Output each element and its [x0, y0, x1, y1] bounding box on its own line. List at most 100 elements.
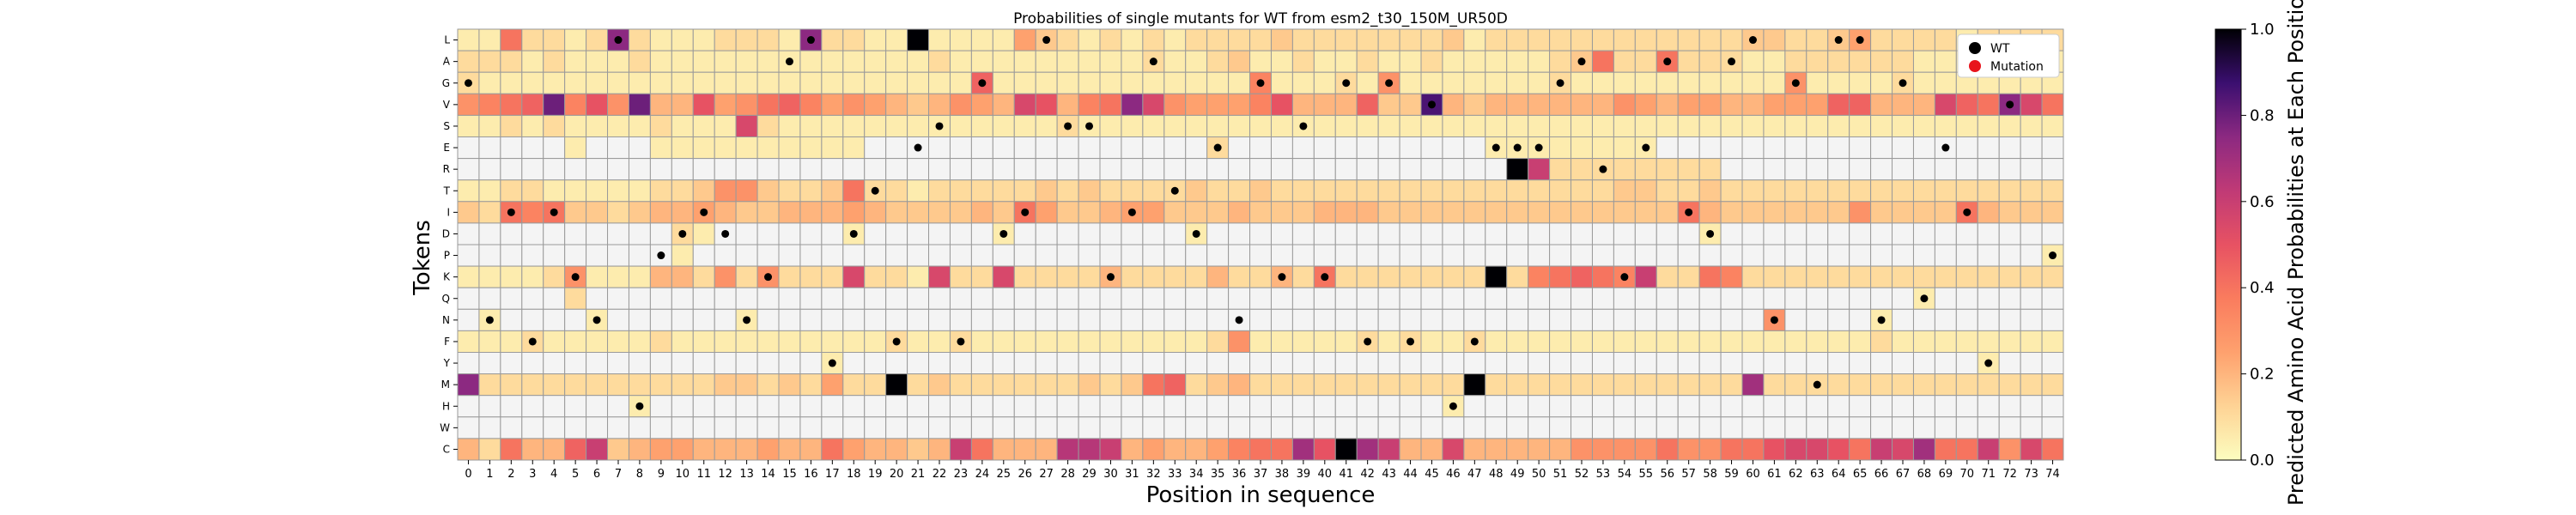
heatmap-cell — [521, 222, 544, 245]
heatmap-cell — [1506, 308, 1529, 331]
heatmap-cell — [799, 373, 823, 397]
heatmap-cell — [1634, 201, 1657, 224]
heatmap-cell — [907, 244, 930, 267]
heatmap-cell — [649, 373, 672, 397]
heatmap-cell — [1420, 222, 1443, 245]
wt-marker — [700, 208, 708, 216]
y-tick-label: W — [440, 421, 450, 433]
x-tick-label: 1 — [486, 468, 493, 481]
wt-marker — [1685, 208, 1693, 216]
heatmap-cell — [756, 287, 780, 310]
heatmap-cell — [1591, 395, 1614, 418]
heatmap-cell — [586, 136, 609, 160]
heatmap-cell — [1142, 222, 1165, 245]
heatmap-cell — [1613, 244, 1636, 267]
heatmap-cell — [1270, 395, 1293, 418]
heatmap-cell — [928, 416, 951, 439]
heatmap-cell — [628, 416, 651, 439]
heatmap-cell — [2020, 308, 2043, 331]
colorbar-tick-label: 0.4 — [2250, 279, 2275, 297]
heatmap-cell — [564, 201, 587, 224]
wt-marker — [1256, 79, 1265, 88]
x-tick-label: 50 — [1532, 468, 1546, 481]
heatmap-cell — [500, 373, 523, 397]
heatmap-cell — [521, 114, 544, 137]
heatmap-cell — [992, 330, 1015, 353]
heatmap-cell — [1056, 416, 1079, 439]
heatmap-cell — [607, 308, 629, 331]
heatmap-cell — [1870, 158, 1893, 181]
heatmap-cell — [543, 136, 566, 160]
heatmap-cell — [1741, 395, 1765, 418]
heatmap-cell — [1763, 330, 1786, 353]
heatmap-cell — [1056, 71, 1079, 94]
heatmap-cell — [778, 158, 801, 181]
heatmap-cell — [842, 136, 866, 160]
heatmap-cell — [970, 416, 993, 439]
heatmap-cell — [1549, 330, 1572, 353]
heatmap-cell — [1698, 136, 1722, 160]
heatmap-cell — [799, 136, 823, 160]
heatmap-cell — [1870, 438, 1893, 461]
heatmap-cell — [1228, 158, 1251, 181]
heatmap-cell — [628, 136, 651, 160]
heatmap-cell — [521, 50, 544, 73]
heatmap-cell — [1078, 373, 1101, 397]
wt-marker — [1899, 79, 1907, 88]
heatmap-cell — [1806, 330, 1829, 353]
heatmap-cell — [949, 352, 972, 375]
heatmap-cell — [1078, 136, 1101, 160]
heatmap-cell — [564, 50, 587, 73]
heatmap-cell — [1442, 136, 1465, 160]
heatmap-cell — [1763, 308, 1786, 331]
heatmap-cell — [714, 287, 737, 310]
heatmap-cell — [1977, 373, 2000, 397]
heatmap-cell — [543, 114, 566, 137]
heatmap-cell — [949, 373, 972, 397]
heatmap-cell — [2041, 438, 2064, 461]
heatmap-cell — [1934, 93, 1957, 116]
heatmap-cell — [1420, 158, 1443, 181]
heatmap-cell — [1571, 71, 1593, 94]
x-tick-label: 29 — [1082, 468, 1097, 481]
heatmap-cell — [1912, 244, 1935, 267]
y-tick-label: G — [442, 77, 450, 89]
heatmap-cell — [1677, 71, 1700, 94]
heatmap-cell — [1977, 416, 2000, 439]
heatmap-cell — [1334, 265, 1358, 288]
wt-marker — [1941, 143, 1950, 152]
heatmap-cell — [1998, 438, 2021, 461]
heatmap-cell — [457, 287, 480, 310]
heatmap-cell — [692, 179, 715, 203]
heatmap-cell — [1485, 201, 1508, 224]
heatmap-cell — [1934, 179, 1957, 203]
heatmap-cell — [1420, 244, 1443, 267]
heatmap-cell — [1399, 222, 1422, 245]
heatmap-cell — [756, 50, 780, 73]
heatmap-cell — [714, 395, 737, 418]
heatmap-cell — [628, 158, 651, 181]
wt-marker — [550, 208, 558, 216]
heatmap-cell — [1827, 352, 1850, 375]
heatmap-cell — [821, 395, 844, 418]
heatmap-cell — [756, 222, 780, 245]
heatmap-cell — [1912, 93, 1935, 116]
heatmap-cell — [1912, 373, 1935, 397]
heatmap-cell — [1934, 330, 1957, 353]
heatmap-cell — [1892, 50, 1914, 73]
heatmap-cell — [1827, 158, 1850, 181]
heatmap-cell — [1934, 373, 1957, 397]
heatmap-cell — [821, 179, 844, 203]
heatmap-cell — [1099, 416, 1122, 439]
heatmap-cell — [2041, 308, 2064, 331]
heatmap-cell — [1420, 136, 1443, 160]
heatmap-cell — [885, 71, 908, 94]
wt-marker — [1791, 79, 1800, 88]
heatmap-cell — [885, 201, 908, 224]
heatmap-cell — [1506, 438, 1529, 461]
heatmap-cell — [885, 287, 908, 310]
heatmap-cell — [1228, 438, 1251, 461]
heatmap-cell — [864, 287, 887, 310]
heatmap-cell — [649, 265, 672, 288]
heatmap-cell — [1334, 179, 1358, 203]
